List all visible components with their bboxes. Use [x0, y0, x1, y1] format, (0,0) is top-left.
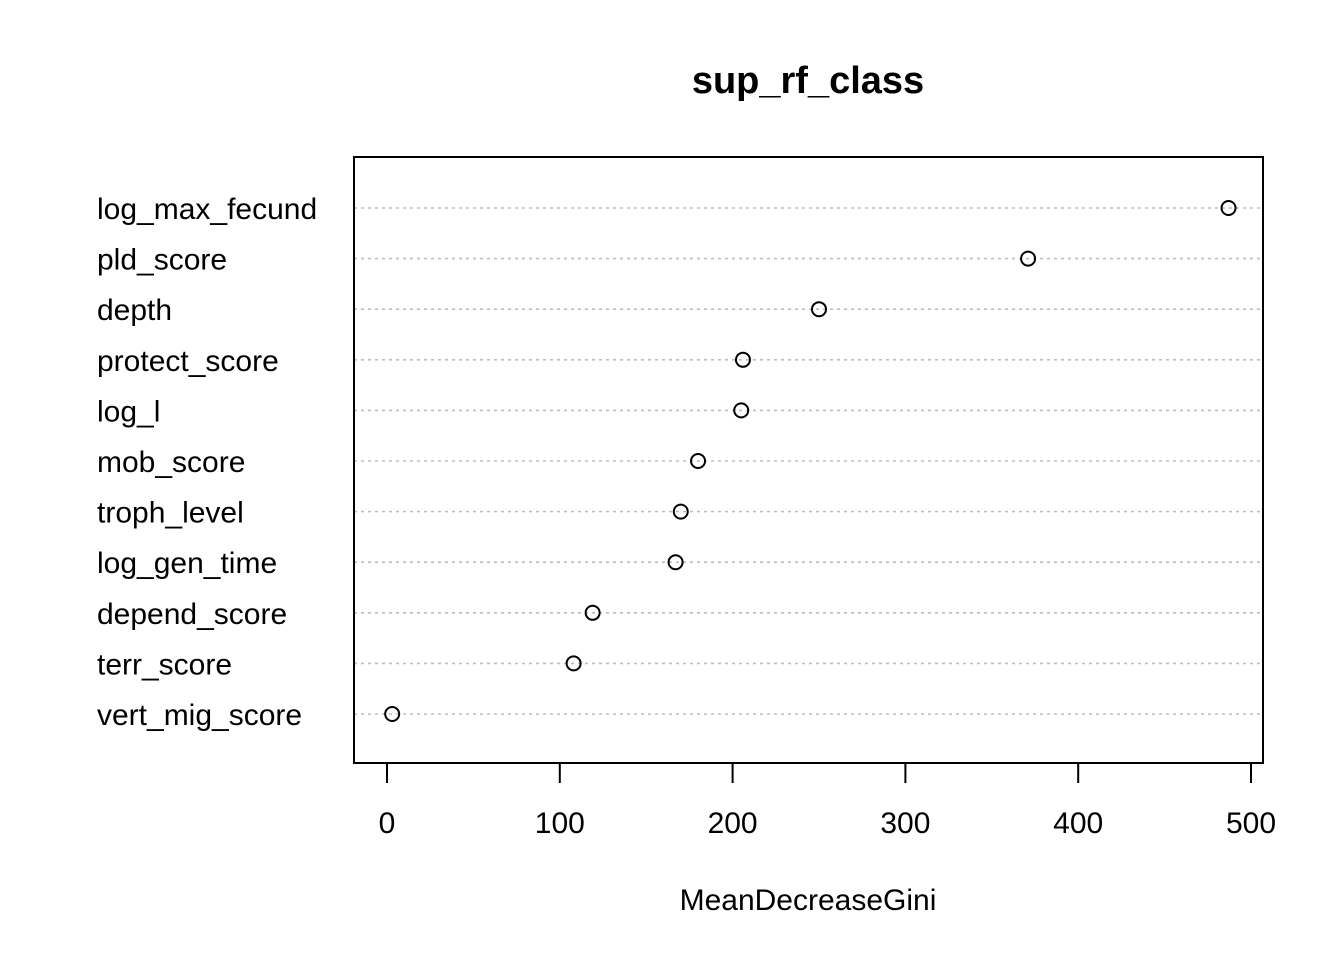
data-point-pld_score: [1020, 250, 1037, 267]
data-point-mob_score: [690, 453, 707, 469]
data-point-protect_score: [734, 351, 751, 368]
category-label: depend_score: [97, 598, 287, 631]
data-point-depth: [811, 301, 827, 318]
x-tick-label: 100: [535, 807, 585, 840]
guide-lines: [354, 207, 1263, 715]
data-point-troph_level: [672, 503, 689, 520]
category-label: troph_level: [97, 497, 244, 530]
x-axis: 0 100 200 300 400 500: [379, 762, 1276, 840]
category-label: log_gen_time: [97, 547, 277, 580]
category-label: log_max_fecund: [97, 193, 317, 226]
data-point-terr_score: [565, 655, 582, 672]
x-tick-label: 500: [1226, 807, 1276, 840]
category-label: log_l: [97, 395, 160, 428]
category-label: mob_score: [97, 446, 245, 479]
category-label: pld_score: [97, 244, 227, 277]
category-label: vert_mig_score: [97, 699, 302, 732]
data-point-vert_mig_score: [384, 706, 401, 722]
chart-title: sup_rf_class: [692, 60, 924, 102]
data-points: [384, 200, 1237, 722]
category-label: depth: [97, 294, 172, 327]
x-axis-title: MeanDecreaseGini: [680, 884, 937, 917]
data-point-log_max_fecund: [1220, 200, 1237, 216]
x-tick-label: 0: [379, 807, 396, 840]
x-tick-label: 300: [880, 807, 930, 840]
data-point-log_gen_time: [667, 554, 684, 571]
x-tick-label: 400: [1053, 807, 1103, 840]
category-label: protect_score: [97, 345, 279, 378]
x-tick-label: 200: [708, 807, 758, 840]
plot-frame: [353, 156, 1264, 764]
data-point-depend_score: [584, 604, 601, 621]
data-point-log_l: [733, 402, 750, 419]
category-label: terr_score: [97, 648, 232, 681]
